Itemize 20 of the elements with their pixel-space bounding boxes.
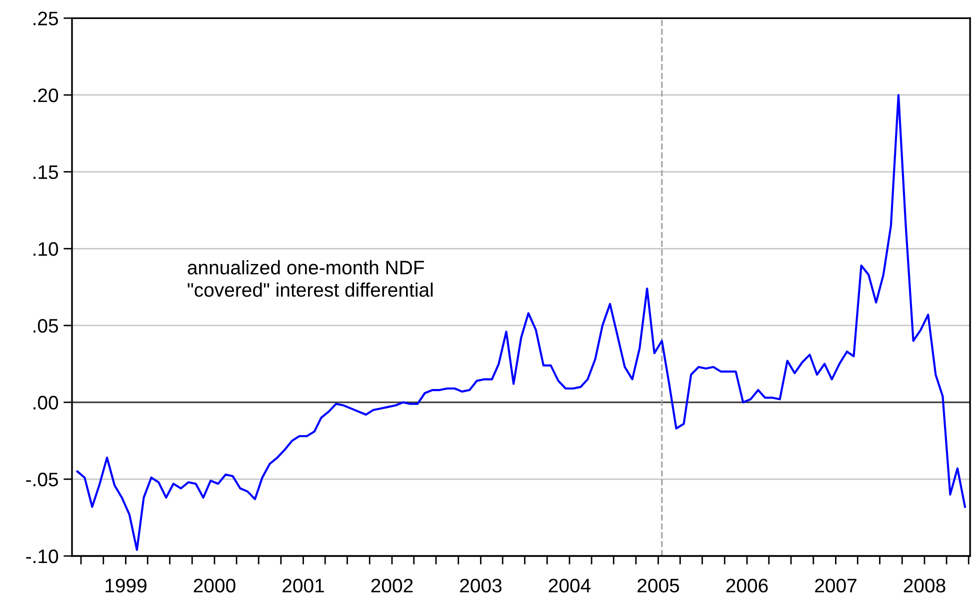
x-tick-label: 2005 bbox=[638, 578, 680, 592]
y-tick-label: .25 bbox=[34, 12, 58, 26]
y-tick-label: -.05 bbox=[26, 472, 58, 486]
y-tick-label: .15 bbox=[34, 165, 58, 180]
x-tick-label: 2001 bbox=[282, 578, 324, 592]
y-tick-label: .10 bbox=[34, 242, 58, 256]
x-tick-label: 2004 bbox=[548, 578, 591, 592]
y-tick-label: .20 bbox=[34, 88, 58, 102]
x-tick-label: 2006 bbox=[726, 578, 768, 592]
annotation: annualized one-month NDF "covered" interest differential bbox=[188, 260, 433, 297]
y-tick-label: .00 bbox=[34, 396, 58, 410]
x-tick-label: 2007 bbox=[815, 578, 856, 592]
x-tick-label: 1999 bbox=[106, 578, 146, 592]
x-tick-label: 2000 bbox=[194, 578, 236, 592]
x-tick-label: 2003 bbox=[460, 578, 502, 592]
y-tick-label: -.10 bbox=[26, 549, 58, 564]
x-tick-label: 2008 bbox=[904, 578, 946, 592]
x-tick-label: 2002 bbox=[371, 578, 413, 592]
y-tick-label: .05 bbox=[34, 318, 58, 333]
line-series bbox=[76, 94, 966, 551]
